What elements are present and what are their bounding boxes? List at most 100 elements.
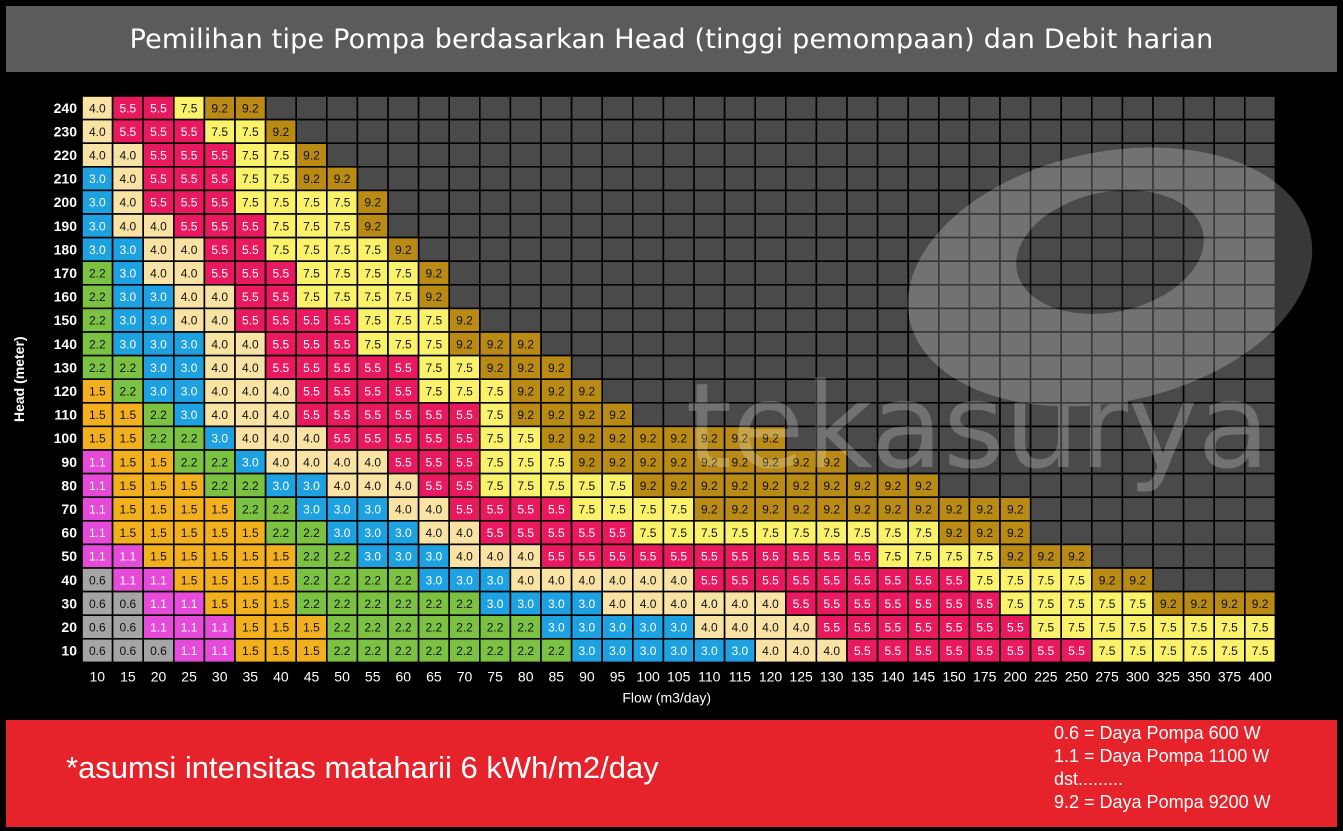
cell-value-label: 9.2 (364, 219, 381, 233)
cell-value-label: 2.2 (181, 432, 198, 446)
cell-value-label: 5.5 (334, 432, 351, 446)
cell-value-label: 7.5 (242, 172, 259, 186)
cell-value-label: 1.5 (89, 385, 106, 399)
cell-value-label: 7.5 (1252, 644, 1269, 658)
cell-value-label: 2.2 (211, 479, 228, 493)
grid-cell (448, 95, 481, 121)
cell-value-label: 9.2 (732, 432, 749, 446)
cell-value-label: 4.0 (89, 149, 106, 163)
grid-cell (1121, 95, 1154, 121)
cell-value-label: 4.0 (181, 290, 198, 304)
cell-value-label: 1.5 (273, 621, 290, 635)
grid-cell (876, 284, 909, 310)
grid-cell (387, 189, 420, 215)
x-tick-label: 125 (789, 668, 813, 684)
cell-value-label: 5.5 (823, 597, 840, 611)
cell-value-label: 1.5 (242, 597, 259, 611)
cell-value-label: 7.5 (579, 503, 596, 517)
grid-cell (448, 284, 481, 310)
cell-value-label: 2.2 (487, 621, 504, 635)
cell-value-label: 2.2 (120, 385, 137, 399)
cell-value-label: 7.5 (242, 125, 259, 139)
cell-value-label: 1.5 (150, 550, 167, 564)
grid-cell (876, 236, 909, 263)
cell-value-label: 3.0 (181, 361, 198, 375)
cell-value-label: 1.5 (120, 479, 137, 493)
grid-cell (693, 166, 726, 192)
footnote-text: *asumsi intensitas mataharii 6 kWh/m2/da… (66, 750, 659, 785)
cell-value-label: 3.0 (364, 503, 381, 517)
grid-cell (540, 260, 573, 286)
cell-value-label: 7.5 (364, 243, 381, 257)
cell-value-label: 3.0 (120, 267, 137, 281)
cell-value-label: 2.2 (487, 644, 504, 658)
grid-cell (1029, 496, 1062, 522)
cell-value-label: 2.2 (364, 621, 381, 635)
cell-value-label: 3.0 (303, 479, 320, 493)
cell-value-label: 9.2 (426, 290, 443, 304)
grid-cell (478, 118, 512, 144)
cell-value-label: 3.0 (120, 243, 137, 257)
cell-value-label: 5.5 (181, 219, 198, 233)
grid-cell (1060, 496, 1093, 522)
cell-value-label: 4.0 (89, 101, 106, 115)
cell-value-label: 7.5 (334, 196, 351, 210)
cell-value-label: 9.2 (456, 314, 473, 328)
cell-value-label: 2.2 (303, 573, 320, 587)
cell-value-label: 5.5 (732, 550, 749, 564)
cell-value-label: 7.5 (1129, 644, 1146, 658)
grid-cell (1091, 543, 1124, 569)
cell-value-label: 9.2 (334, 172, 351, 186)
y-tick-label: 230 (54, 123, 78, 139)
grid-cell (1244, 496, 1277, 522)
grid-cell (570, 118, 603, 144)
cell-value-label: 5.5 (762, 573, 779, 587)
cell-value-label: 5.5 (701, 550, 718, 564)
cell-value-label: 7.5 (732, 526, 749, 540)
cell-value-label: 9.2 (303, 149, 320, 163)
x-tick-label: 120 (759, 668, 783, 684)
grid-cell (1121, 496, 1154, 522)
cell-value-label: 2.2 (426, 597, 443, 611)
cell-value-label: 4.0 (364, 479, 381, 493)
cell-value-label: 7.5 (303, 243, 320, 257)
grid-cell (631, 307, 665, 333)
grid-cell (417, 118, 451, 144)
grid-cell (662, 142, 695, 168)
cell-value-label: 9.2 (364, 196, 381, 210)
cell-value-label: 1.1 (150, 597, 167, 611)
cell-value-label: 5.5 (456, 432, 473, 446)
grid-cell (509, 307, 542, 333)
cell-value-label: 1.1 (211, 621, 228, 635)
cell-value-label: 4.0 (793, 644, 810, 658)
cell-value-label: 3.0 (609, 644, 626, 658)
cell-value-label: 7.5 (1129, 621, 1146, 635)
cell-value-label: 9.2 (946, 503, 963, 517)
cell-value-label: 5.5 (303, 337, 320, 351)
cell-value-label: 7.5 (181, 101, 198, 115)
cell-value-label: 3.0 (89, 172, 106, 186)
grid-cell (815, 118, 848, 144)
cell-value-label: 4.0 (120, 149, 137, 163)
cell-value-label: 9.2 (211, 101, 228, 115)
cell-value-label: 3.0 (303, 503, 320, 517)
cell-value-label: 1.5 (150, 479, 167, 493)
cell-value-label: 1.5 (211, 526, 228, 540)
grid-cell (1213, 567, 1246, 593)
cell-value-label: 5.5 (456, 479, 473, 493)
cell-value-label: 5.5 (303, 408, 320, 422)
cell-value-label: 3.0 (395, 526, 412, 540)
cell-value-label: 9.2 (640, 479, 657, 493)
cell-value-label: 5.5 (303, 314, 320, 328)
grid-cell (631, 118, 665, 144)
grid-cell (631, 401, 665, 428)
cell-value-label: 9.2 (885, 503, 902, 517)
grid-cell (784, 166, 818, 192)
grid-cell (601, 95, 634, 121)
grid-cell (876, 95, 909, 121)
x-tick-label: 20 (151, 668, 167, 684)
cell-value-label: 4.0 (426, 526, 443, 540)
x-tick-label: 250 (1065, 668, 1089, 684)
cell-value-label: 7.5 (426, 314, 443, 328)
cell-value-label: 7.5 (1160, 621, 1177, 635)
